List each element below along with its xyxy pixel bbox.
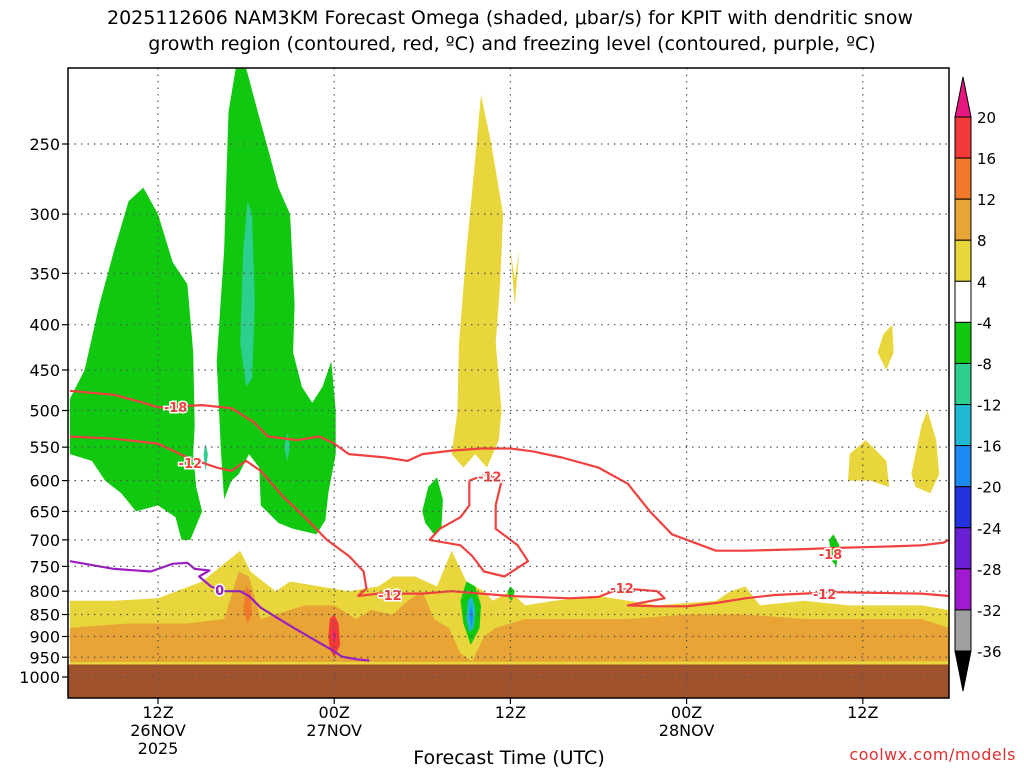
colorbar-label-3: 8: [977, 232, 987, 250]
colorbar-label-0: 20: [977, 109, 996, 127]
x-tick-label-h30-0: 12Z: [495, 703, 526, 722]
y-tick-label-650: 650: [29, 502, 60, 521]
x-tick-label-h42-0: 00Z: [671, 703, 702, 722]
colorbar-label-9: -20: [977, 479, 1002, 497]
colorbar-bin-6: [954, 362, 972, 406]
omega-region-rising-blob-mid: [422, 477, 443, 535]
y-tick-label-550: 550: [29, 438, 60, 457]
omega-region-sinking-patch-c: [911, 410, 940, 494]
x-tick-label-h54-0: 12Z: [847, 703, 878, 722]
chart-title-line-2: growth region (contoured, red, ºC) and f…: [148, 33, 875, 55]
temperature-contours: -18 -18 -12 -12 -12 -12 -12 0: [69, 389, 950, 662]
contour-dgz-lower-west: [69, 435, 368, 597]
contour-label-freezing-level-0: 0: [215, 584, 224, 599]
y-axis: 250 300 350 400 450 500 550 600 650 700 750 800 850 9…: [19, 135, 68, 687]
x-tick-label-h18-1: 27NOV: [306, 721, 362, 740]
y-tick-label-400: 400: [29, 316, 60, 335]
omega-region-sinking-low-moderate: [69, 571, 949, 663]
x-tick-label-h42-1: 28NOV: [659, 721, 715, 740]
x-tick-label-h6-1: 26NOV: [130, 721, 186, 740]
contour-label-dgz-lower-center-0: -12: [378, 589, 402, 604]
contour-label-dgz-upper-west-0: -18: [164, 401, 188, 416]
y-tick-label-750: 750: [29, 557, 60, 576]
colorbar-label-10: -24: [977, 520, 1002, 538]
colorbar-bin-3: [954, 239, 972, 282]
y-tick-label-900: 900: [29, 627, 60, 646]
colorbar-bin-2: [954, 198, 972, 241]
omega-region-rising-max-low: [469, 605, 473, 628]
omega-region-rising-core-small-a: [203, 443, 208, 471]
omega-region-sinking-max-core: [332, 627, 336, 643]
ground-surface: [68, 664, 949, 698]
colorbar-label-13: -36: [977, 643, 1002, 661]
y-tick-label-700: 700: [29, 531, 60, 550]
omega-region-sinking-patch-a: [877, 324, 894, 370]
colorbar-label-6: -8: [977, 355, 992, 373]
y-tick-label-950: 950: [29, 648, 60, 667]
x-tick-label-h6-2: 2025: [138, 739, 179, 758]
contour-freezing-level: [69, 560, 370, 662]
y-tick-label-350: 350: [29, 264, 60, 283]
x-axis-title: Forecast Time (UTC): [413, 747, 604, 768]
y-tick-label-300: 300: [29, 205, 60, 224]
colorbar-label-12: -32: [977, 602, 1002, 620]
contour-label-dgz-upper-west-1: -18: [819, 548, 843, 563]
colorbar-arrow-bottom: [954, 650, 972, 692]
credit-link[interactable]: coolwx.com/models: [849, 745, 1016, 764]
plot-frame: [67, 67, 950, 699]
colorbar-bin-10: [954, 527, 972, 570]
contour-label-dgz-lower-center-2: -12: [813, 588, 837, 603]
y-tick-label-600: 600: [29, 472, 60, 491]
colorbar-bin-12: [954, 609, 972, 652]
omega-region-sinking-column: [451, 94, 504, 468]
contour-dgz-upper-west: [69, 389, 950, 552]
colorbar-bin-0: [954, 116, 972, 159]
colorbar-bin-1: [954, 157, 972, 200]
colorbar-arrow-top: [954, 76, 972, 118]
colorbar-label-5: -4: [977, 314, 992, 332]
y-tick-label-450: 450: [29, 361, 60, 380]
contour-label-dgz-closed-loop-0: -12: [478, 470, 502, 485]
contour-dgz-lower-center: [357, 587, 950, 608]
omega-region-sinking-patch-b: [848, 440, 890, 487]
omega-region-rising-core-upper: [240, 201, 255, 387]
colorbar-label-4: 4: [977, 273, 987, 291]
omega-region-sinking-spur: [510, 250, 520, 305]
x-tick-label-h18-0: 00Z: [319, 703, 350, 722]
omega-region-rising-blob-right: [829, 534, 840, 567]
colorbar-label-7: -12: [977, 397, 1002, 415]
omega-region-rising-column-west: [69, 187, 203, 540]
colorbar-label-1: 16: [977, 150, 996, 168]
colorbar-bin-11: [954, 568, 972, 611]
x-tick-label-h6-0: 12Z: [142, 703, 173, 722]
grid-lines: [68, 68, 949, 698]
colorbar: 20 16 12 8 4 -4 -8 -12 -16 -20 -24 -28 -32 -36: [954, 76, 1002, 692]
contour-label-dgz-lower-center-1: -12: [610, 582, 634, 597]
colorbar-bin-4: [954, 280, 972, 323]
y-tick-label-250: 250: [29, 135, 60, 154]
colorbar-bin-7: [954, 404, 972, 447]
y-tick-label-800: 800: [29, 582, 60, 601]
colorbar-bin-5: [954, 321, 972, 364]
contour-label-dgz-lower-west-0: -12: [179, 457, 203, 472]
colorbar-label-2: 12: [977, 191, 996, 209]
y-tick-label-500: 500: [29, 402, 60, 421]
contour-dgz-closed-loop: [428, 473, 530, 578]
colorbar-bin-8: [954, 445, 972, 488]
y-tick-label-1000: 1000: [19, 668, 60, 687]
chart-title-line-1: 2025112606 NAM3KM Forecast Omega (shaded…: [107, 7, 913, 29]
colorbar-label-8: -16: [977, 438, 1002, 456]
colorbar-bin-9: [954, 486, 972, 529]
y-tick-label-850: 850: [29, 606, 60, 625]
omega-region-rising-core-small-b: [284, 432, 291, 461]
colorbar-label-11: -28: [977, 561, 1002, 579]
